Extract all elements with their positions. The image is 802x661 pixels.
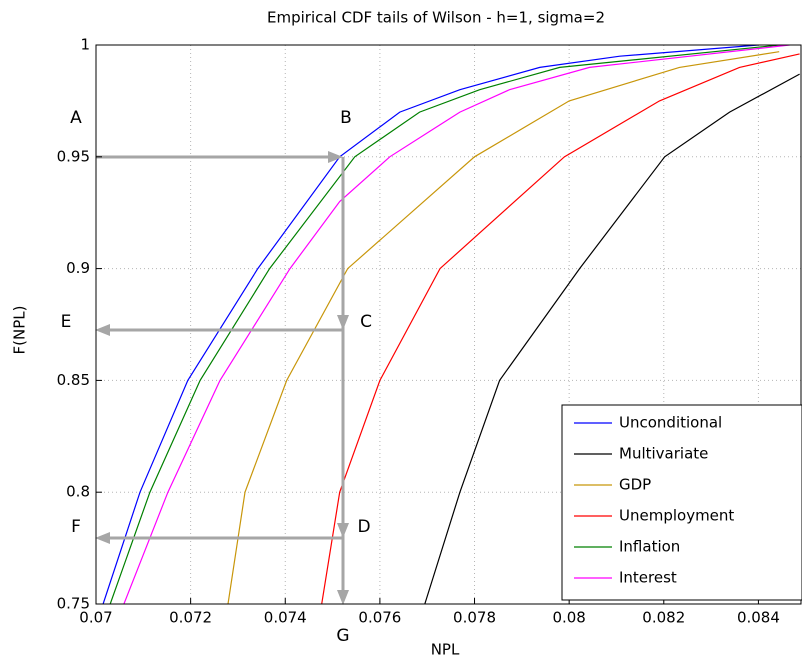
y-tick-label: 0.9 (66, 259, 90, 277)
annotation: A (70, 108, 82, 128)
x-tick-label: 0.078 (453, 609, 496, 627)
x-tick-label: 0.08 (552, 609, 585, 627)
arrows (95, 151, 349, 605)
legend-label: Unemployment (619, 507, 734, 525)
y-tick-label: 0.75 (57, 595, 90, 613)
x-tick-label: 0.072 (169, 609, 212, 627)
annotation: E (61, 312, 72, 332)
legend: Unconditional Multivariate GDP Unemployment… (561, 404, 802, 601)
x-tick-label: 0.082 (642, 609, 685, 627)
series-line (227, 51, 780, 604)
series-line (321, 53, 800, 604)
arrow-head (95, 532, 110, 544)
annotation: G (336, 626, 349, 646)
legend-label: Interest (619, 569, 677, 587)
annotation: F (71, 517, 81, 537)
series-line (109, 45, 780, 604)
legend-label: Inflation (619, 538, 680, 556)
arrow-head (337, 523, 349, 538)
x-tick-label: 0.07 (79, 609, 112, 627)
x-tick-label: 0.084 (737, 609, 780, 627)
annotations: A B C D E F G (61, 108, 372, 646)
y-tick-label: 1 (80, 36, 90, 54)
legend-label: Multivariate (619, 445, 708, 463)
legend-label: Unconditional (619, 414, 722, 432)
series-line (123, 45, 790, 604)
ticks: 0.07 0.072 0.074 0.076 0.078 0.08 0.082 0.084 0.… (57, 36, 780, 627)
legend-box (561, 404, 802, 601)
x-axis-label: NPL (431, 641, 460, 659)
annotation: C (360, 312, 372, 332)
arrow-head (337, 590, 349, 605)
y-tick-label: 0.95 (57, 147, 90, 165)
y-tick-label: 0.85 (57, 371, 90, 389)
chart-title: Empirical CDF tails of Wilson - h=1, sig… (267, 9, 605, 27)
annotation: B (340, 108, 352, 128)
legend-label: GDP (619, 476, 651, 494)
annotation: D (357, 517, 370, 537)
y-tick-label: 0.8 (66, 483, 90, 501)
arrow-head (337, 315, 349, 330)
x-tick-label: 0.074 (264, 609, 307, 627)
series-line (102, 45, 759, 604)
x-tick-label: 0.076 (358, 609, 401, 627)
arrow-head (328, 151, 343, 163)
arrow-head (95, 324, 110, 336)
lines (102, 45, 800, 604)
plot-frame (95, 44, 802, 605)
y-axis-label: F(NPL) (11, 306, 29, 355)
series-line (424, 73, 800, 604)
